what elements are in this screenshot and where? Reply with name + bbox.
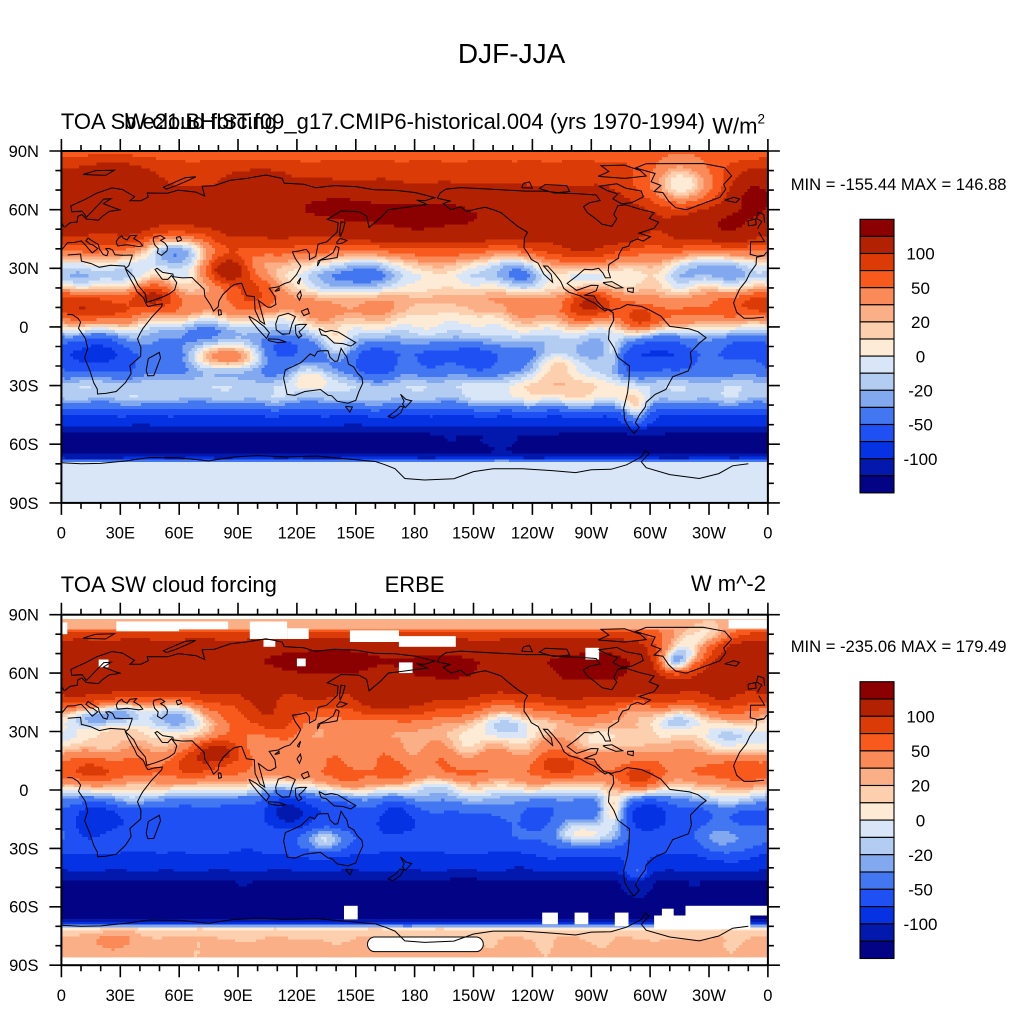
svg-text:MIN = -155.44 MAX = 146.88: MIN = -155.44 MAX = 146.88	[791, 175, 1007, 194]
svg-text:-20: -20	[908, 382, 933, 401]
svg-text:TOA SW cloud forcing: TOA SW cloud forcing	[61, 572, 277, 597]
svg-text:90S: 90S	[9, 957, 38, 975]
svg-text:-100: -100	[903, 915, 937, 934]
svg-text:60N: 60N	[9, 665, 39, 683]
svg-text:60S: 60S	[9, 899, 38, 917]
svg-text:90N: 90N	[9, 143, 39, 161]
svg-text:TOA SW cloud forcing: TOA SW cloud forcing	[61, 109, 277, 134]
svg-text:W m^-2: W m^-2	[691, 571, 766, 596]
svg-text:30S: 30S	[9, 378, 38, 396]
svg-text:60E: 60E	[165, 524, 194, 542]
svg-text:0: 0	[916, 811, 925, 830]
svg-text:120E: 120E	[278, 987, 317, 1005]
svg-text:30N: 30N	[9, 723, 39, 741]
svg-text:90N: 90N	[9, 607, 39, 625]
svg-text:60W: 60W	[633, 524, 667, 542]
svg-text:0: 0	[19, 319, 28, 337]
svg-text:30W: 30W	[692, 524, 726, 542]
svg-text:20: 20	[911, 313, 930, 332]
svg-text:100: 100	[906, 245, 934, 264]
svg-text:20: 20	[911, 777, 930, 796]
svg-text:90E: 90E	[223, 987, 252, 1005]
svg-text:150E: 150E	[337, 524, 376, 542]
svg-text:90W: 90W	[574, 987, 608, 1005]
svg-text:0: 0	[763, 524, 772, 542]
svg-text:0: 0	[916, 347, 925, 366]
svg-text:0: 0	[57, 987, 66, 1005]
svg-text:120W: 120W	[511, 987, 555, 1005]
svg-text:60E: 60E	[165, 987, 194, 1005]
svg-text:60N: 60N	[9, 202, 39, 220]
svg-text:W/m2: W/m2	[712, 112, 765, 139]
svg-text:30E: 30E	[106, 524, 135, 542]
svg-text:50: 50	[911, 742, 930, 761]
svg-text:180: 180	[401, 524, 429, 542]
svg-text:90S: 90S	[9, 495, 38, 513]
svg-text:0: 0	[763, 987, 772, 1005]
svg-text:150W: 150W	[452, 987, 496, 1005]
svg-text:180: 180	[401, 987, 429, 1005]
svg-text:MIN = -235.06 MAX = 179.49: MIN = -235.06 MAX = 179.49	[791, 637, 1007, 656]
svg-text:90W: 90W	[574, 524, 608, 542]
svg-text:b.e21.BHIST.f09_g17.CMIP6-hist: b.e21.BHIST.f09_g17.CMIP6-historical.004…	[124, 109, 705, 134]
svg-text:-100: -100	[903, 450, 937, 469]
svg-text:0: 0	[19, 782, 28, 800]
svg-text:150W: 150W	[452, 524, 496, 542]
svg-text:ERBE: ERBE	[385, 572, 445, 597]
svg-text:150E: 150E	[337, 987, 376, 1005]
svg-text:30W: 30W	[692, 987, 726, 1005]
svg-text:60W: 60W	[633, 987, 667, 1005]
svg-text:100: 100	[906, 708, 934, 727]
svg-text:90E: 90E	[223, 524, 252, 542]
svg-text:0: 0	[57, 524, 66, 542]
svg-text:-50: -50	[908, 881, 933, 900]
svg-text:50: 50	[911, 279, 930, 298]
svg-text:120W: 120W	[511, 524, 555, 542]
svg-text:120E: 120E	[278, 524, 317, 542]
svg-text:30S: 30S	[9, 840, 38, 858]
svg-text:30E: 30E	[106, 987, 135, 1005]
svg-text:60S: 60S	[9, 436, 38, 454]
svg-text:30N: 30N	[9, 260, 39, 278]
svg-text:-50: -50	[908, 416, 933, 435]
svg-text:DJF-JJA: DJF-JJA	[458, 38, 566, 69]
svg-text:-20: -20	[908, 846, 933, 865]
